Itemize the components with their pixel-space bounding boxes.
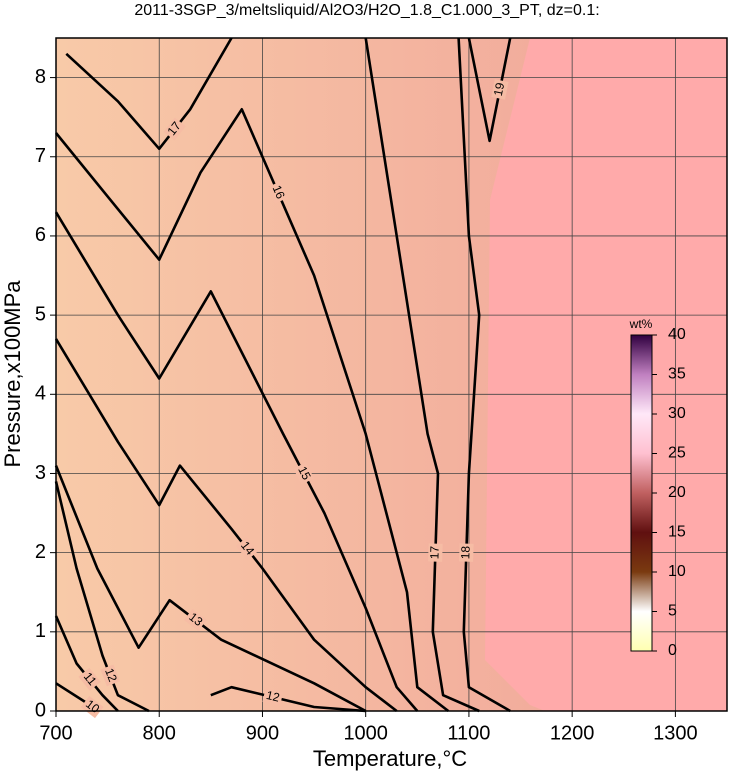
contour-label-bg bbox=[293, 462, 315, 485]
y-tick-label: 4 bbox=[35, 383, 46, 405]
contour-label-bg bbox=[183, 608, 207, 631]
contour-line bbox=[54, 465, 367, 713]
colorbar-tick-label: 10 bbox=[668, 563, 686, 580]
contour-label: 12 bbox=[102, 666, 120, 684]
y-tick-label: 7 bbox=[35, 145, 46, 167]
colorbar-tick-label: 25 bbox=[668, 445, 686, 462]
colorbar: wt% 0 5 10 15 20 25 30 35 40 bbox=[629, 317, 686, 659]
colorbar-tick-label: 0 bbox=[668, 642, 677, 659]
contour-line bbox=[457, 37, 511, 713]
contour-line bbox=[364, 37, 480, 713]
field-shading bbox=[56, 38, 545, 711]
contour-line bbox=[54, 211, 419, 712]
contour-label-bg bbox=[80, 696, 104, 719]
contour-label: 17 bbox=[427, 545, 441, 559]
x-tick-label: 700 bbox=[39, 722, 72, 744]
chart-title: 2011-3SGP_3/meltsliquid/Al2O3/H2O_1.8_C1… bbox=[134, 2, 599, 19]
colorbar-tick-label: 40 bbox=[668, 326, 686, 343]
contour-label-bg bbox=[78, 667, 101, 691]
contour-label: 15 bbox=[295, 464, 314, 483]
y-tick-label: 8 bbox=[35, 66, 46, 88]
contour-label: 18 bbox=[458, 545, 472, 559]
x-tick-label: 1200 bbox=[550, 722, 595, 744]
y-tick-label: 1 bbox=[35, 620, 46, 642]
contour-label-bg bbox=[459, 543, 474, 562]
contour-label-bg bbox=[491, 79, 509, 100]
x-tick-label: 1300 bbox=[653, 722, 698, 744]
colorbar-tick-label: 20 bbox=[668, 484, 686, 501]
colorbar-tick-label: 35 bbox=[668, 366, 686, 383]
colorbar-tick-label: 30 bbox=[668, 405, 686, 422]
y-tick-label: 0 bbox=[35, 699, 46, 721]
colorbar-tick-label: 15 bbox=[668, 524, 686, 541]
contour-label: 12 bbox=[265, 688, 282, 705]
contour-line bbox=[65, 37, 233, 151]
y-tick-label: 5 bbox=[35, 303, 46, 325]
contour-label-bg bbox=[163, 117, 186, 141]
colorbar-tick-label: 5 bbox=[668, 603, 677, 620]
y-tick-label: 2 bbox=[35, 541, 46, 563]
colorbar-scale bbox=[630, 334, 653, 652]
contour-line bbox=[54, 481, 150, 713]
contour-label-bg bbox=[262, 688, 284, 707]
contour-label-bg bbox=[235, 537, 259, 561]
contour-label-bg bbox=[100, 664, 120, 687]
x-tick-label: 800 bbox=[143, 722, 176, 744]
contour-line bbox=[467, 37, 512, 143]
x-tick-label: 900 bbox=[246, 722, 279, 744]
plot-frame bbox=[55, 37, 728, 712]
contour-label-bg bbox=[267, 181, 288, 204]
y-tick-label: 6 bbox=[35, 224, 46, 246]
x-tick-label: 1000 bbox=[343, 722, 388, 744]
contour-line bbox=[54, 338, 398, 713]
y-tick-label: 3 bbox=[35, 462, 46, 484]
contour-label: 19 bbox=[491, 81, 507, 97]
contour-label-bg bbox=[428, 543, 443, 562]
x-axis-label: Temperature,°C bbox=[313, 746, 467, 771]
y-axis-label: Pressure,x100MPa bbox=[0, 280, 25, 468]
x-tick-label: 1100 bbox=[447, 722, 490, 744]
contour-label: 16 bbox=[270, 183, 288, 201]
colorbar-label: wt% bbox=[629, 317, 653, 331]
